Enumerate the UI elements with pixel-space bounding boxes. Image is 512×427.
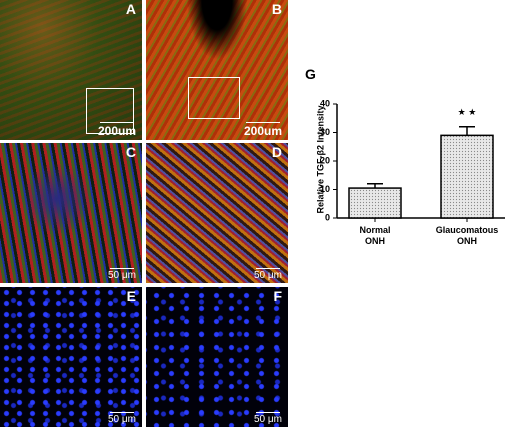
x-tick-label: Normal ONH	[359, 225, 391, 246]
panel-label: A	[125, 1, 136, 17]
scale-bar: 50 μm	[254, 414, 282, 425]
panel-label: B	[271, 1, 282, 17]
y-tick-label: 20	[320, 155, 330, 165]
panel-label: C	[125, 144, 136, 160]
bar	[348, 187, 402, 219]
y-tick-label: 30	[320, 127, 330, 137]
significance: ★ ★	[458, 107, 477, 117]
error-bar	[459, 126, 475, 136]
bar	[440, 134, 494, 219]
x-tick-label: Glaucomatous ONH	[435, 225, 499, 246]
micrograph: F 50 μm	[146, 287, 288, 427]
error-bar	[367, 183, 383, 189]
micrograph: E 50 μm	[0, 287, 142, 427]
y-tick-label: 10	[320, 184, 330, 194]
scale-bar: 50 μm	[108, 270, 136, 281]
panel-label: D	[271, 144, 282, 160]
scale-bar: 50 μm	[254, 270, 282, 281]
panel-label: E	[126, 288, 136, 304]
panel-label: G	[305, 66, 316, 82]
micrograph: D 50 μm	[146, 143, 288, 283]
panel-label: F	[273, 288, 282, 304]
y-tick-label: 0	[325, 212, 330, 222]
scale-bar: 200um	[243, 124, 282, 138]
scale-bar: 50 μm	[108, 414, 136, 425]
bar-chart: 0 10 20 30 40 ★ ★	[320, 98, 505, 222]
inset-box	[188, 77, 240, 119]
y-tick-label: 40	[320, 98, 330, 108]
micrograph: A 200um	[0, 0, 142, 140]
micrograph: C 50 μm	[0, 143, 142, 283]
scale-bar: 200um	[97, 124, 136, 138]
micrograph: B 200um	[146, 0, 288, 140]
